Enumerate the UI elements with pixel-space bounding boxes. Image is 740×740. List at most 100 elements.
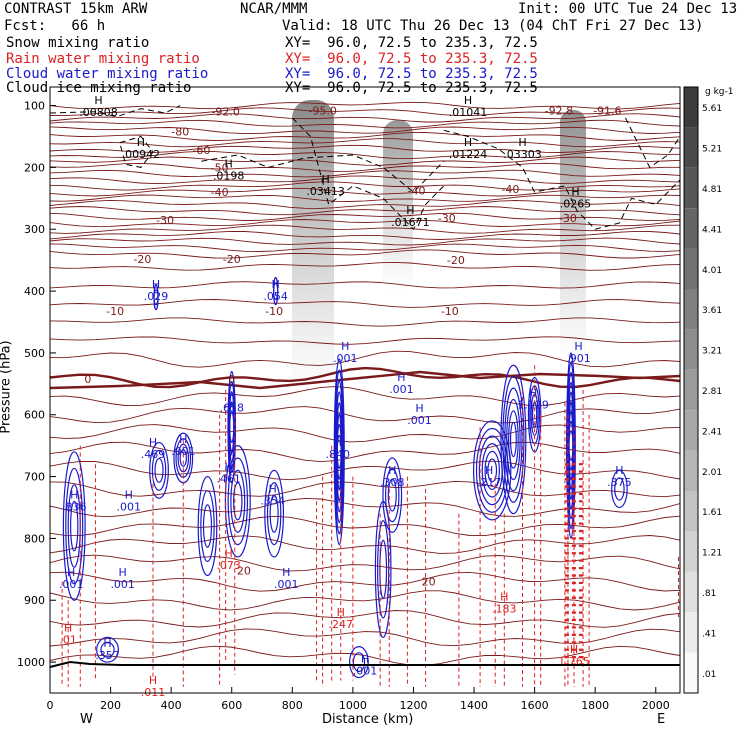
isotherm-line	[50, 261, 680, 271]
cloud-water-contour	[374, 500, 392, 638]
colorbar-unit: g kg-1	[705, 87, 734, 97]
ground-line	[49, 660, 680, 668]
rain-water-h-marker: H	[64, 621, 72, 634]
isotherm-label: 20	[237, 565, 251, 578]
cloud-water-h-marker: H	[615, 464, 623, 477]
field-cloud-ice-xy: XY= 96.0, 72.5 to 235.3, 72.5	[285, 80, 538, 96]
cloud-water-contour	[349, 646, 369, 679]
cloud-ice-contour	[119, 135, 154, 168]
colorbar-segment	[684, 329, 698, 370]
x-tick-label: 1600	[521, 699, 549, 712]
cloud-water-contour	[264, 469, 285, 558]
cloud-water-max-label: .001	[171, 445, 196, 458]
isotherm-labels: -92.0 -95.0 -92.8 -91.6 -80-60-50 -40 -40 -40 -3…	[84, 104, 621, 588]
cloud-water-contour	[385, 468, 400, 523]
colorbar-segment	[684, 612, 698, 653]
isotherm-line	[50, 212, 680, 222]
isotherm-line	[50, 113, 680, 123]
x-tick-label: 1000	[339, 699, 367, 712]
cloud-ice-max-label: .01224	[449, 148, 488, 161]
cloud-ice-max-label: .01671	[391, 216, 430, 229]
isotherm-label: -60	[192, 144, 210, 157]
cloud-water-contour	[230, 469, 246, 533]
cloud-ice-h-marker: H	[571, 185, 579, 198]
cloud-water-contour	[154, 457, 164, 483]
cloud-water-h-marker: H	[334, 436, 342, 449]
cloud-water-h-marker: H	[103, 637, 111, 650]
isotherm-line	[50, 406, 680, 424]
cloud-water-h-marker: H	[70, 488, 78, 501]
cloud-water-contour	[96, 636, 119, 663]
isotherm-line	[50, 119, 680, 129]
cloud-ice-max-label: .0265	[560, 197, 592, 210]
colorbar-segment	[684, 531, 698, 572]
rain-water-max-label: .183	[492, 603, 517, 616]
cloud-water-contour	[227, 457, 249, 546]
colorbar-frame	[683, 86, 699, 694]
cloud-water-contour	[508, 410, 519, 469]
cloud-water-contour	[611, 469, 628, 509]
field-cloud-water-name: Cloud water mixing ratio	[6, 66, 209, 82]
x-tick-label: 1200	[399, 699, 427, 712]
colorbar-segment	[684, 167, 698, 209]
isotherm-label: -50	[211, 161, 229, 174]
cloud-ice-h-marker: H	[406, 204, 414, 217]
isotherm-line	[50, 219, 680, 228]
isotherm-line	[50, 571, 680, 592]
isotherm-line	[50, 497, 680, 518]
isotherm-line	[50, 144, 680, 153]
colorbar-segment	[684, 450, 698, 491]
cloud-ice-contour	[50, 105, 181, 118]
cloud-water-max-label: .001	[274, 578, 299, 591]
isotherm-line	[50, 480, 680, 498]
isotherm-label: -10	[106, 305, 124, 318]
colorbar-segment	[684, 208, 698, 249]
cloud-water-h-marker: H	[529, 386, 537, 399]
cloud-water-contour	[233, 482, 243, 521]
cloud-water-h-marker: H	[397, 371, 405, 384]
cloud-water-max-label: .901	[566, 352, 591, 365]
cloud-water-contour	[149, 441, 169, 499]
isotherm-line	[50, 162, 680, 172]
cloud-water-max-label: .308	[380, 476, 405, 489]
isotherm-line	[50, 460, 680, 481]
x-tick-label: 800	[282, 699, 303, 712]
cloud-water-max-label: .840	[325, 448, 350, 461]
cloud-ice-h-marker: H	[225, 158, 233, 171]
axes: 0 200 400 600 800 1000 1200 1400 1600 1800 2000100…	[17, 100, 670, 712]
x-tick-label: 400	[161, 699, 182, 712]
cloud-water-max-label: .354	[260, 494, 285, 507]
colorbar-segment	[684, 491, 698, 532]
cloud-water-contour	[177, 443, 190, 473]
cloud-water-max-label: .658	[219, 402, 244, 415]
isotherm-label: -20	[133, 253, 151, 266]
isotherm-line	[50, 181, 680, 191]
x-tick-label: 1800	[581, 699, 609, 712]
cloud-water-h-marker: H	[388, 464, 396, 477]
rain-water-h-marker: H	[149, 674, 157, 687]
isotherm-line	[50, 424, 680, 443]
cloud-water-max-label: .001	[353, 664, 378, 677]
isotherm-line	[50, 230, 680, 240]
cloud-ice-h-marker: H	[94, 94, 102, 107]
maxima-labels: H.029H.054H.658H.840H.001H.001H.001H1.12…	[59, 94, 632, 699]
colorbar-segment	[684, 248, 698, 289]
cloud-water-contour	[506, 398, 521, 481]
freezing-line	[50, 370, 680, 390]
isotherm-label: 0	[84, 373, 91, 386]
rain-water-h-marker: H	[225, 547, 233, 560]
isotherm-line	[50, 645, 680, 666]
cloud-water-contour	[377, 520, 390, 619]
y-tick-label: 400	[24, 285, 45, 298]
isotherm-line	[50, 386, 680, 407]
snow-plume	[560, 110, 586, 360]
cloud-water-contour	[475, 427, 509, 513]
isotherm-label: -10	[441, 305, 459, 318]
isotherm-label: -92.0	[211, 106, 239, 119]
cloud-water-h-marker: H	[149, 436, 157, 449]
field-cloud-water-xy: XY= 96.0, 72.5 to 235.3, 72.5	[285, 66, 538, 82]
isotherm-label: -20	[223, 253, 241, 266]
cloud-water-max-label: .029	[144, 290, 169, 303]
isotherm-line	[50, 610, 680, 628]
